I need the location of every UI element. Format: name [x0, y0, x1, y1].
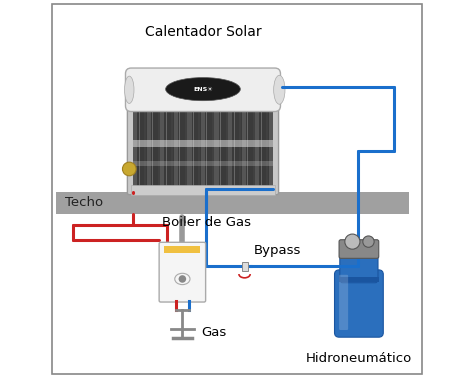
Text: Gas: Gas: [201, 326, 227, 339]
FancyBboxPatch shape: [126, 68, 281, 112]
Bar: [246, 98, 255, 187]
Bar: [232, 98, 242, 187]
Bar: [133, 161, 273, 166]
Bar: [191, 98, 201, 187]
Text: ENS☀: ENS☀: [193, 87, 213, 91]
Bar: [242, 262, 247, 271]
FancyBboxPatch shape: [128, 91, 279, 195]
Text: Bypass: Bypass: [254, 244, 301, 257]
Ellipse shape: [125, 76, 134, 104]
Bar: [259, 98, 269, 187]
Circle shape: [345, 234, 360, 249]
Ellipse shape: [273, 75, 285, 104]
Bar: [164, 246, 201, 253]
Bar: [205, 98, 214, 187]
FancyBboxPatch shape: [335, 270, 383, 337]
Circle shape: [363, 236, 374, 247]
Text: Boiler de Gas: Boiler de Gas: [163, 216, 251, 229]
Circle shape: [179, 275, 186, 283]
Bar: [131, 185, 275, 195]
Bar: [133, 96, 273, 189]
Ellipse shape: [165, 77, 240, 101]
Bar: [219, 98, 228, 187]
Bar: [151, 98, 160, 187]
FancyBboxPatch shape: [340, 253, 378, 283]
FancyBboxPatch shape: [339, 275, 348, 330]
Bar: [133, 140, 273, 147]
Circle shape: [122, 162, 136, 176]
FancyBboxPatch shape: [339, 240, 379, 258]
Text: Calentador Solar: Calentador Solar: [145, 25, 261, 39]
Text: Hidroneumático: Hidroneumático: [306, 352, 412, 364]
Text: Techo: Techo: [65, 196, 103, 209]
Bar: [339, 277, 379, 282]
FancyBboxPatch shape: [159, 242, 206, 302]
Bar: [164, 98, 174, 187]
Bar: [137, 98, 146, 187]
Bar: [178, 98, 187, 187]
Bar: [55, 192, 409, 214]
